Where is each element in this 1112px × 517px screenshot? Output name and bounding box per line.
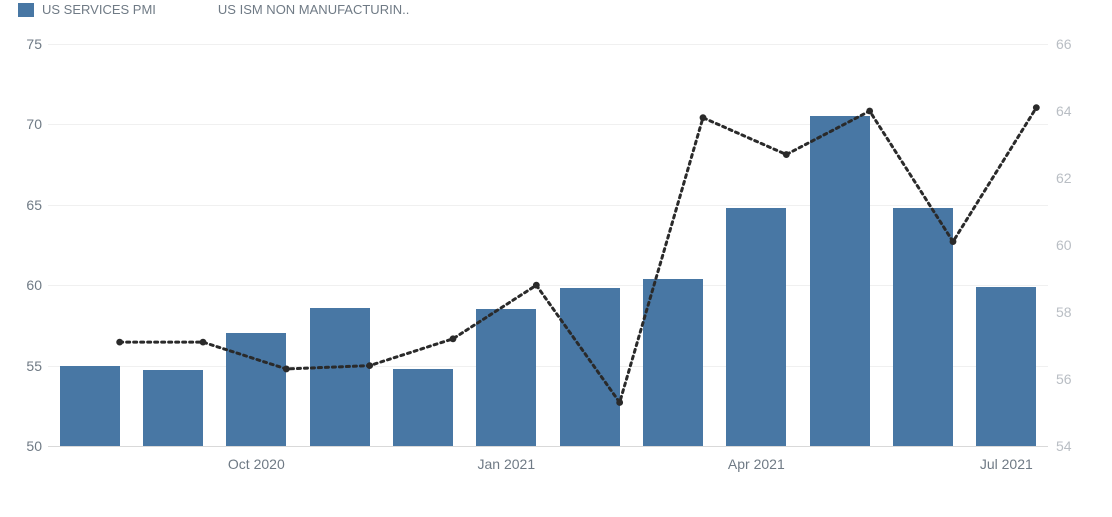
legend-swatch-bar <box>18 3 34 17</box>
legend-item-bar: US SERVICES PMI <box>18 2 156 17</box>
y-left-tick-label: 50 <box>26 438 42 454</box>
y-right-tick-label: 66 <box>1056 36 1072 52</box>
chart-legend: US SERVICES PMI US ISM NON MANUFACTURIN.… <box>18 2 409 17</box>
y-left-tick-label: 55 <box>26 358 42 374</box>
legend-label-bar: US SERVICES PMI <box>42 2 156 17</box>
legend-item-line: US ISM NON MANUFACTURIN.. <box>180 2 409 17</box>
plot-area <box>48 44 1048 446</box>
y-left-tick-label: 60 <box>26 277 42 293</box>
y-left-tick-label: 65 <box>26 197 42 213</box>
y-left-tick-label: 75 <box>26 36 42 52</box>
y-right-tick-label: 54 <box>1056 438 1072 454</box>
x-axis-line <box>48 446 1048 447</box>
chart-area: 50556065707554565860626466Oct 2020Jan 20… <box>18 44 1088 474</box>
y-right-tick-label: 58 <box>1056 304 1072 320</box>
line-series <box>48 44 1048 446</box>
x-tick-label: Oct 2020 <box>228 456 285 472</box>
x-tick-label: Jan 2021 <box>478 456 536 472</box>
legend-label-line: US ISM NON MANUFACTURIN.. <box>218 2 409 17</box>
y-right-tick-label: 56 <box>1056 371 1072 387</box>
y-right-tick-label: 64 <box>1056 103 1072 119</box>
y-left-tick-label: 70 <box>26 116 42 132</box>
x-tick-label: Jul 2021 <box>980 456 1033 472</box>
x-tick-label: Apr 2021 <box>728 456 785 472</box>
y-right-tick-label: 62 <box>1056 170 1072 186</box>
y-right-tick-label: 60 <box>1056 237 1072 253</box>
